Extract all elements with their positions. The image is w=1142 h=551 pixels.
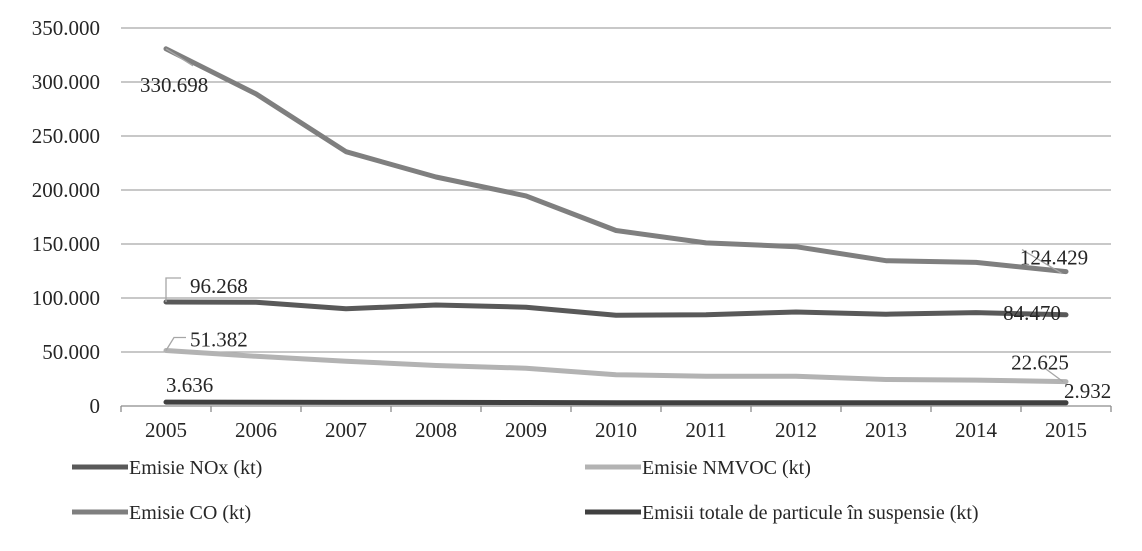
x-tick-label: 2008 — [415, 418, 457, 442]
data-label: 96.268 — [190, 274, 248, 298]
x-tick-label: 2010 — [595, 418, 637, 442]
x-tick-label: 2012 — [775, 418, 817, 442]
series-line — [163, 299, 1069, 318]
legend-label: Emisie NOx (kt) — [129, 457, 262, 479]
legend-item: Emisie NOx (kt) — [72, 457, 262, 479]
data-label: 330.698 — [140, 73, 208, 97]
label-leader — [1043, 367, 1064, 383]
y-tick-label: 0 — [90, 394, 101, 418]
data-label: 84.470 — [1003, 301, 1061, 325]
legend-label: Emisie NMVOC (kt) — [642, 457, 811, 479]
label-leader — [165, 277, 181, 302]
x-tick-label: 2009 — [505, 418, 547, 442]
x-tick-label: 2007 — [325, 418, 367, 442]
data-label: 2.932 — [1064, 379, 1111, 403]
x-tick-label: 2011 — [685, 418, 726, 442]
x-tick-label: 2005 — [145, 418, 187, 442]
label-leader — [1021, 249, 1063, 275]
y-tick-label: 350.000 — [32, 16, 100, 40]
series-line — [163, 46, 1069, 275]
y-tick-label: 250.000 — [32, 124, 100, 148]
label-leader-lines — [165, 48, 1064, 383]
y-axis: 0 50.000 100.000 150.000 200.000 250.000 300.0… — [32, 16, 100, 418]
legend-item: Emisii totale de particule în suspensie … — [585, 502, 979, 524]
x-tick-label: 2014 — [955, 418, 998, 442]
series-line — [163, 348, 1069, 385]
series-lines — [163, 46, 1069, 406]
data-label: 3.636 — [166, 373, 213, 397]
label-leader — [165, 336, 186, 351]
y-tick-label: 300.000 — [32, 70, 100, 94]
y-tick-label: 150.000 — [32, 232, 100, 256]
gridlines — [121, 27, 1111, 407]
label-leader — [165, 48, 194, 67]
legend-label: Emisii totale de particule în suspensie … — [642, 502, 979, 524]
legend-label: Emisie CO (kt) — [129, 502, 251, 524]
data-label: 51.382 — [190, 328, 248, 352]
data-labels: 330.698 124.429 96.268 84.470 51.382 22.625 3.… — [140, 73, 1111, 403]
y-tick-label: 100.000 — [32, 286, 100, 310]
legend: Emisie NOx (kt) Emisie NMVOC (kt) Emisie C… — [72, 457, 979, 524]
legend-item: Emisie CO (kt) — [72, 502, 251, 524]
series-line — [163, 399, 1069, 406]
y-tick-label: 50.000 — [42, 340, 100, 364]
data-label: 124.429 — [1020, 246, 1088, 270]
x-tick-label: 2006 — [235, 418, 277, 442]
y-tick-label: 200.000 — [32, 178, 100, 202]
x-tick-label: 2015 — [1045, 418, 1087, 442]
x-axis: 2005 2006 2007 2008 2009 2010 2011 2012 2013 2014… — [120, 406, 1112, 442]
data-label: 22.625 — [1011, 351, 1069, 375]
x-tick-label: 2013 — [865, 418, 907, 442]
legend-item: Emisie NMVOC (kt) — [585, 457, 811, 479]
